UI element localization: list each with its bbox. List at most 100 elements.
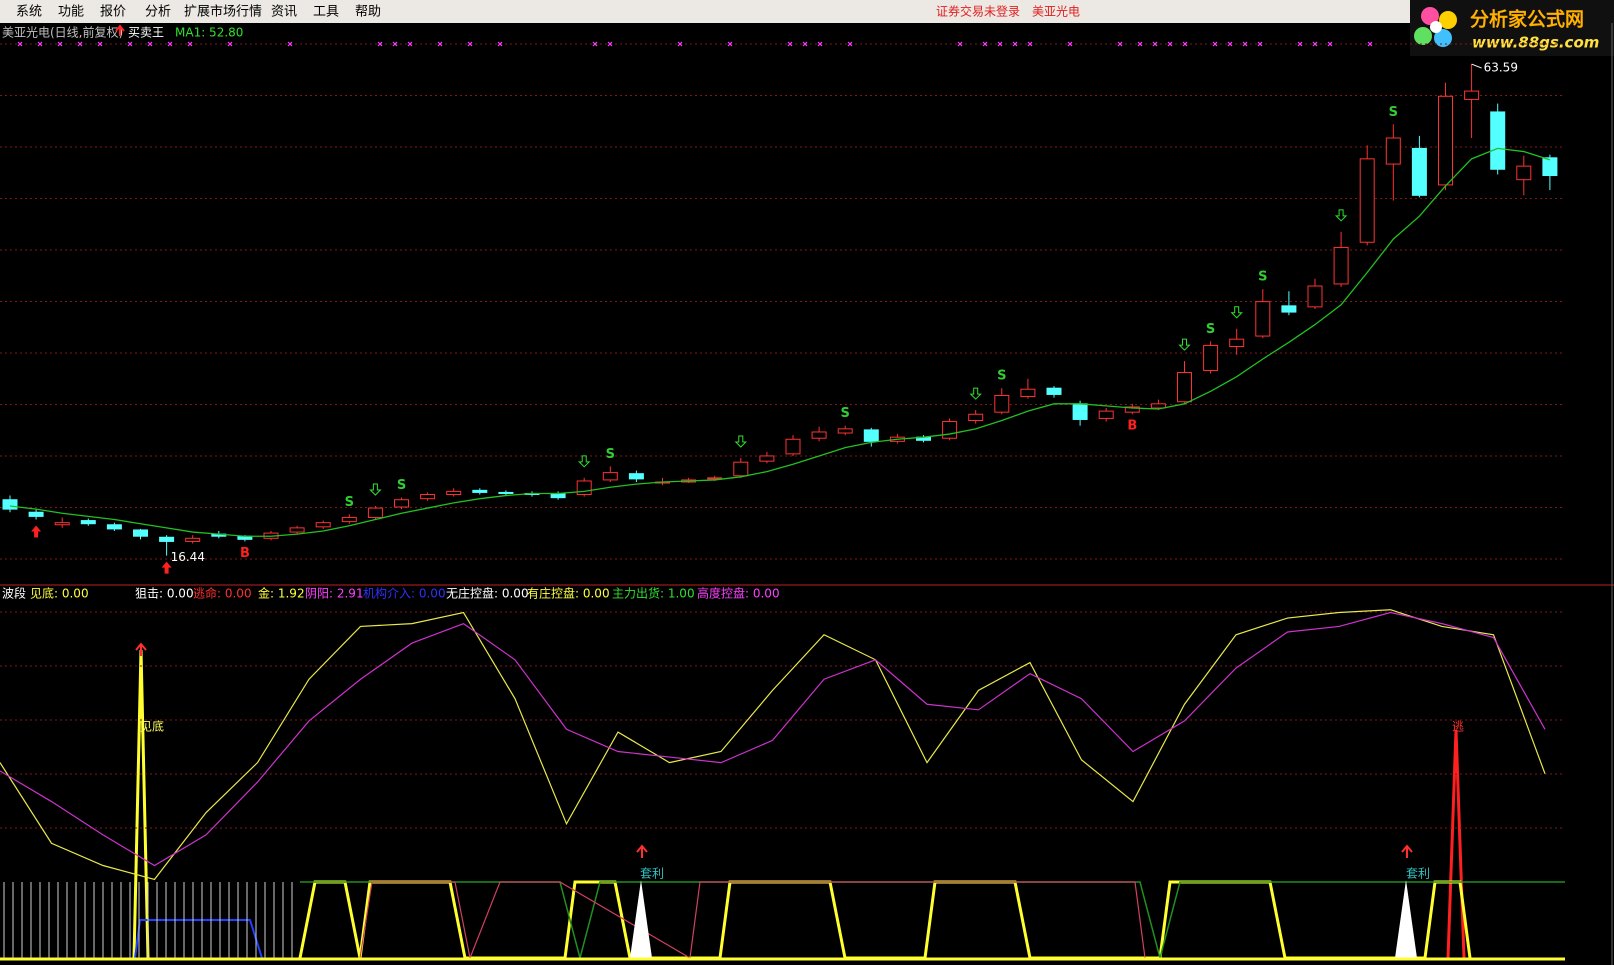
marker	[377, 41, 383, 47]
annotation: 套利	[640, 867, 664, 881]
candle-body	[446, 490, 462, 496]
candle-body	[367, 507, 383, 518]
marker	[37, 41, 43, 47]
signal-label: S	[841, 406, 850, 421]
candle-body	[1177, 372, 1192, 403]
candle-body	[1333, 246, 1349, 285]
candle-body	[341, 516, 357, 523]
sell-arrow	[577, 455, 591, 468]
candle-body	[1307, 285, 1323, 308]
indicator-label: 波段	[2, 586, 26, 601]
buy-arrow	[31, 525, 42, 538]
logo-title: 分析家公式网	[1470, 8, 1584, 31]
oscillator-line	[0, 611, 1546, 867]
marker	[1257, 41, 1263, 47]
indicator-label: 主力出货: 1.00	[612, 586, 695, 601]
petal	[1439, 11, 1457, 29]
marker	[727, 41, 733, 47]
candle-body	[602, 472, 618, 481]
candle-body	[1020, 388, 1036, 398]
sell-arrow	[369, 483, 382, 496]
marker	[1167, 41, 1173, 47]
sell-arrow	[1178, 338, 1191, 351]
signal-label: S	[1206, 322, 1215, 337]
sell-arrow	[1334, 209, 1348, 222]
menu-item: 资讯	[271, 5, 297, 20]
candle-body	[1359, 158, 1375, 243]
sell-arrow	[969, 387, 982, 400]
indicator-name: 买卖王	[128, 26, 164, 40]
candle-body	[1385, 137, 1401, 165]
candle-body	[498, 491, 514, 494]
marker	[467, 41, 473, 47]
candle-body	[994, 394, 1010, 413]
marker	[677, 41, 683, 47]
ma-label: MA1: 52.80	[175, 26, 243, 40]
chart-title: 美亚光电(日线,前复权)	[2, 25, 123, 40]
petal	[1414, 27, 1432, 45]
candle-body	[159, 536, 175, 542]
candle-body	[1124, 406, 1140, 413]
marker	[1367, 41, 1373, 47]
marker	[17, 41, 23, 47]
candle-body	[133, 529, 148, 537]
marker	[392, 41, 398, 47]
indicator-label: 有庄控盘: 0.00	[527, 586, 610, 601]
annotation: 见底	[140, 719, 164, 734]
candle-body	[106, 524, 122, 530]
marker	[167, 41, 173, 47]
marker	[817, 41, 823, 47]
arbitrage-spike	[1395, 880, 1417, 958]
logo-url: www.88gs.com	[1472, 34, 1599, 52]
marker	[607, 41, 613, 47]
menu-item: 系统	[16, 5, 42, 20]
candle-body	[1255, 301, 1271, 337]
indicator-label: 阴阳: 2.91	[305, 587, 364, 601]
marker	[1227, 41, 1233, 47]
menu-item: 帮助	[355, 5, 381, 20]
indicator-label: 狙击: 0.00	[135, 587, 194, 601]
marker	[437, 41, 443, 47]
marker	[77, 41, 83, 47]
indicator-icon	[115, 24, 125, 36]
candle-body	[942, 421, 958, 439]
menu-item: 报价	[100, 5, 126, 20]
leader	[1471, 63, 1482, 69]
signal-label: S	[1258, 270, 1267, 285]
arbitrage-spike	[630, 880, 652, 958]
marker	[997, 41, 1003, 47]
logo: 分析家公式网 www.88gs.com	[1410, 0, 1614, 56]
candle-body	[811, 431, 827, 439]
indicator-label: 机构介入: 0.00	[363, 586, 446, 601]
candle-body	[1229, 338, 1245, 347]
menu-item: 分析	[145, 5, 171, 20]
indicator-label: 无庄控盘: 0.00	[446, 586, 529, 601]
candle-body	[1542, 157, 1558, 177]
candle-body	[1516, 165, 1532, 181]
candle-body	[1203, 344, 1219, 371]
sell-arrow	[1230, 306, 1243, 319]
marker	[1117, 41, 1123, 47]
candle-body	[472, 489, 488, 493]
buy-arrow	[161, 561, 172, 574]
marker	[982, 41, 988, 47]
signal-label: B	[1127, 419, 1137, 434]
login-status: 证券交易未登录	[936, 4, 1020, 19]
marker	[1027, 41, 1033, 47]
signal-arrow	[1401, 844, 1413, 858]
marker	[1212, 41, 1218, 47]
candle-body	[420, 494, 436, 500]
candle-body	[80, 520, 96, 525]
menu-bar	[0, 0, 1614, 23]
marker	[1242, 41, 1248, 47]
marker	[147, 41, 153, 47]
candle-body	[1046, 387, 1062, 395]
marker	[1152, 41, 1158, 47]
marker	[802, 41, 808, 47]
candle-body	[185, 537, 201, 542]
signal-label: B	[240, 546, 250, 561]
marker	[847, 41, 853, 47]
marker	[1182, 41, 1188, 47]
